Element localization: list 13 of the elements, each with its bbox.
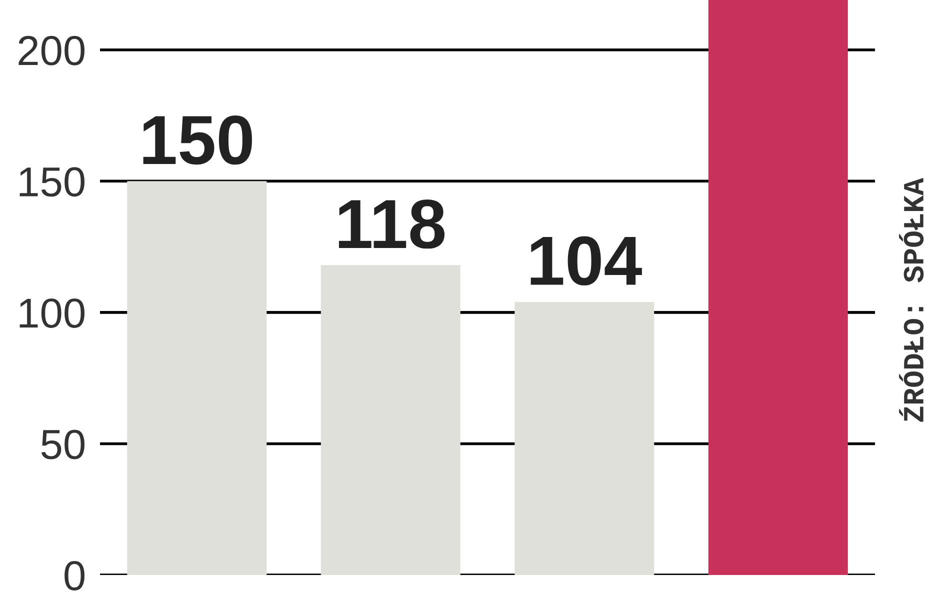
text: ŹRÓDŁO: SPÓŁKA: [899, 178, 924, 422]
bar: [514, 302, 654, 575]
y-tick-label: 100: [20, 298, 84, 328]
y-tick-label: 150: [20, 167, 84, 197]
data-label: 150: [143, 115, 252, 165]
bar: [320, 265, 460, 575]
y-tick-label: 50: [41, 430, 84, 460]
data-label: 118: [338, 200, 445, 249]
bar: [708, 0, 848, 575]
y-tick-label: 0: [64, 561, 84, 591]
bar: [127, 181, 267, 575]
y-tick-label: 200: [18, 36, 84, 66]
data-label: 104: [530, 236, 642, 286]
